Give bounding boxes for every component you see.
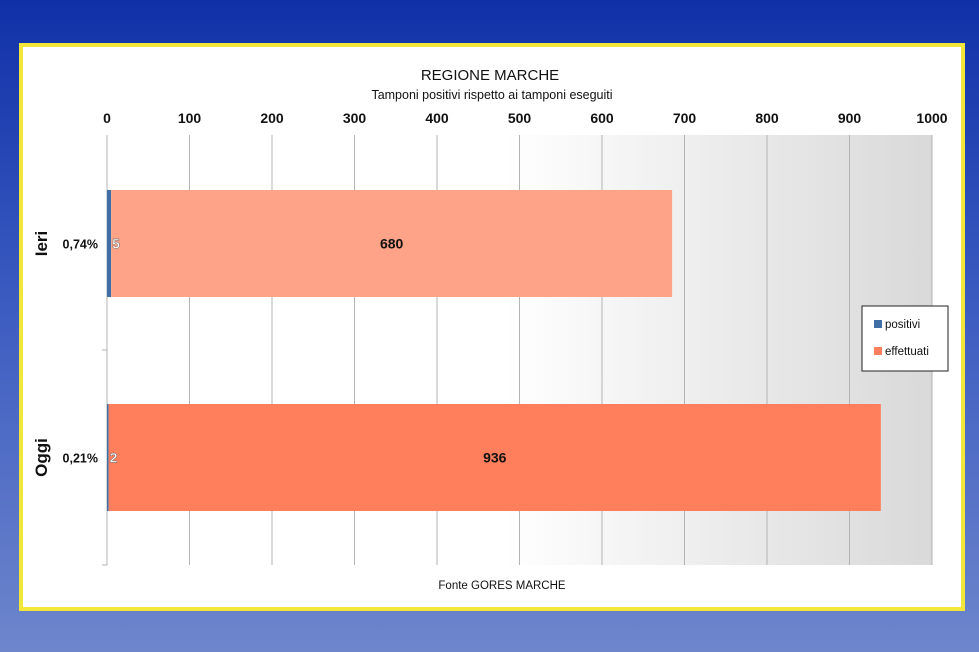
data-label-effettuati: 936 [483,450,507,466]
data-label-positivi: 2 [110,450,118,466]
x-axis-ticks: 0 100 200 300 400 500 600 700 800 900 1000 [103,110,948,126]
data-label-positivi: 5 [112,236,120,252]
category-label-oggi: Oggi [32,438,51,477]
data-label-effettuati: 680 [380,236,404,252]
source-note: Fonte GORES MARCHE [438,580,565,592]
bar-positivi-oggi [107,404,109,511]
x-tick-label: 500 [508,110,532,126]
bar-effettuati-oggi [108,404,881,511]
legend-swatch-positivi [874,320,882,328]
bar-positivi-ieri [107,190,112,297]
chart-title: REGIONE MARCHE [421,67,559,84]
x-tick-label: 100 [178,110,202,126]
x-tick-label: 300 [343,110,367,126]
x-tick-label: 600 [590,110,614,126]
x-tick-label: 0 [103,110,111,126]
bar-labels: 5 680 Ieri 0,74% 2 936 Oggi 0,21% [32,231,507,477]
x-tick-label: 400 [425,110,449,126]
x-tick-label: 700 [673,110,697,126]
x-tick-label: 900 [838,110,862,126]
x-tick-label: 200 [260,110,284,126]
percent-label: 0,21% [63,452,98,466]
legend-box [861,305,949,372]
category-label-ieri: Ieri [32,231,51,257]
bars [107,190,881,511]
bar-effettuati-ieri [111,190,673,297]
legend-label-effettuati: effettuati [885,346,929,358]
legend: positivi effettuati [861,305,949,372]
chart-subtitle: Tamponi positivi rispetto ai tamponi ese… [371,88,612,102]
x-tick-label: 800 [755,110,779,126]
x-tick-label: 1000 [916,110,947,126]
legend-label-positivi: positivi [885,319,920,331]
legend-swatch-effettuati [874,347,882,355]
percent-label: 0,74% [63,238,98,252]
